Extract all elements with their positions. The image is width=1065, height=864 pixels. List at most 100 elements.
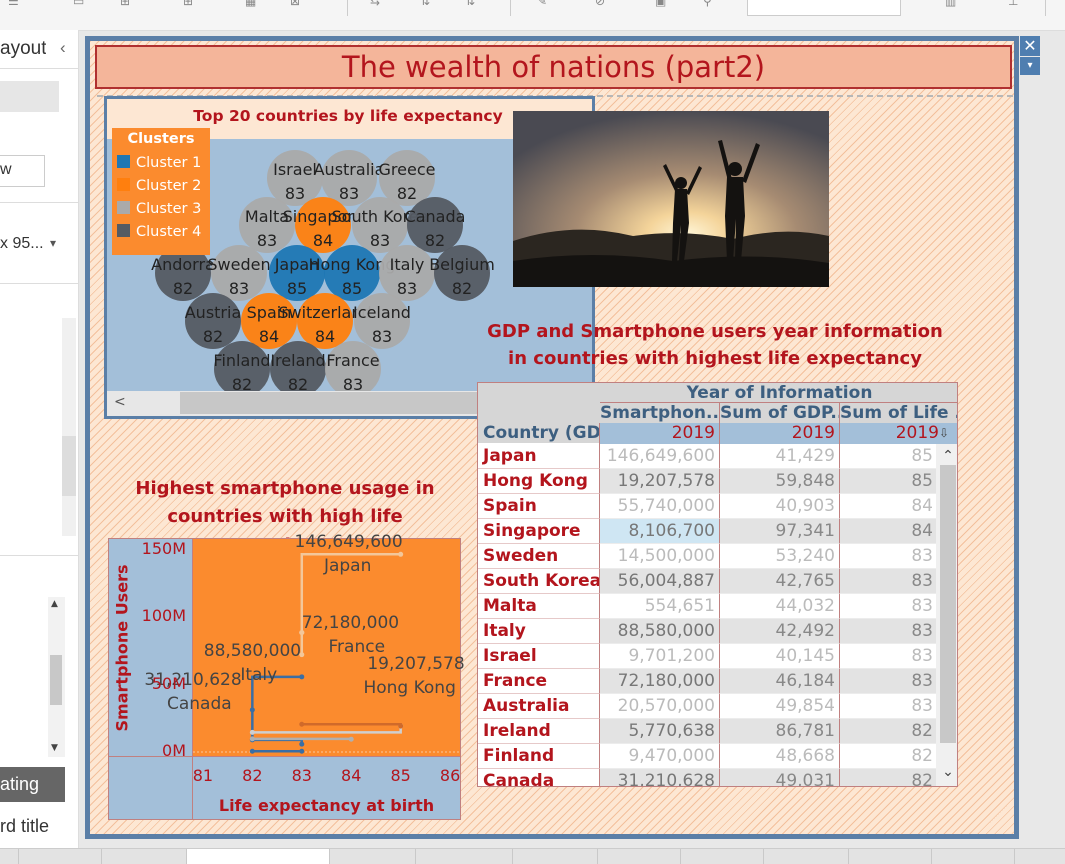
table-cell-smartphone[interactable]: 31,210,628 — [600, 769, 720, 787]
scroll-down-icon[interactable]: ⌄ — [940, 763, 956, 781]
save-icon[interactable]: ▭ — [73, 0, 84, 8]
more-options-icon[interactable]: ▾ — [1020, 57, 1040, 75]
swap-icon[interactable]: ⇆ — [370, 0, 380, 8]
row-header-country[interactable]: Country (GD.. — [478, 423, 600, 444]
table-row-country[interactable]: Israel — [478, 644, 600, 669]
scrollbar-thumb[interactable] — [180, 392, 480, 414]
table-row-country[interactable]: Italy — [478, 619, 600, 644]
table-cell-smartphone[interactable]: 56,004,887 — [600, 569, 720, 594]
layout-tab-label[interactable]: ayout — [0, 38, 46, 60]
column-header-smartphone[interactable]: Smartphon.. — [600, 403, 720, 423]
sheet-tab[interactable] — [598, 849, 681, 864]
table-cell-gdp[interactable]: 59,848 — [720, 469, 840, 494]
sort-desc-icon[interactable]: ⇅ — [465, 0, 475, 8]
table-cell-smartphone[interactable]: 20,570,000 — [600, 694, 720, 719]
table-row-country[interactable]: Canada — [478, 769, 600, 787]
table-row-country[interactable]: Ireland — [478, 719, 600, 744]
sheet-tab[interactable] — [416, 849, 513, 864]
table-cell-smartphone[interactable]: 146,649,600 — [600, 444, 720, 469]
new-datasource-icon[interactable]: ⊞ — [120, 0, 130, 8]
duplicate-icon[interactable]: ▦ — [245, 0, 256, 8]
device-preview-bar[interactable] — [0, 81, 59, 112]
table-cell-gdp[interactable]: 40,903 — [720, 494, 840, 519]
table-cell-gdp[interactable]: 86,781 — [720, 719, 840, 744]
menu-icon[interactable]: ☰ — [8, 0, 19, 8]
table-cell-gdp[interactable]: 41,429 — [720, 444, 840, 469]
column-header-life[interactable]: Sum of Life .. — [840, 403, 958, 423]
sort-icon[interactable]: ⇩ — [939, 424, 955, 442]
table-cell-smartphone[interactable]: 14,500,000 — [600, 544, 720, 569]
table-row-country[interactable]: Sweden — [478, 544, 600, 569]
table-cell-gdp[interactable]: 49,031 — [720, 769, 840, 787]
year-2019-smartphone[interactable]: 2019 — [600, 423, 720, 444]
objects-scrollbar[interactable]: ▲ ▼ — [48, 597, 65, 757]
legend-item-cluster-1[interactable]: Cluster 1 — [117, 155, 201, 173]
table-cell-smartphone[interactable]: 55,740,000 — [600, 494, 720, 519]
legend-item-cluster-3[interactable]: Cluster 3 — [117, 201, 201, 219]
scroll-up-icon[interactable]: ▲ — [51, 599, 58, 609]
scroll-down-icon[interactable]: ▼ — [51, 743, 58, 753]
scroll-left-icon[interactable]: < — [114, 394, 126, 410]
presentation-icon[interactable]: ⊥ — [1008, 0, 1018, 8]
pin-icon[interactable]: ⚲ — [703, 0, 712, 8]
sheet-tab-active[interactable] — [187, 849, 330, 864]
clear-sheet-icon[interactable]: ⊠ — [290, 0, 300, 8]
sheet-tab[interactable] — [764, 849, 849, 864]
sheet-tab[interactable] — [19, 849, 102, 864]
table-cell-gdp[interactable]: 97,341 — [720, 519, 840, 544]
scrollbar-thumb[interactable] — [62, 436, 76, 496]
table-cell-gdp[interactable]: 53,240 — [720, 544, 840, 569]
table-cell-gdp[interactable]: 44,032 — [720, 594, 840, 619]
year-2019-gdp[interactable]: 2019 — [720, 423, 840, 444]
show-cards-icon[interactable]: ▥ — [945, 0, 956, 8]
sheet-tab[interactable] — [0, 849, 19, 864]
table-cell-gdp[interactable]: 46,184 — [720, 669, 840, 694]
table-cell-smartphone[interactable]: 88,580,000 — [600, 619, 720, 644]
default-field[interactable]: w — [0, 155, 45, 187]
table-cell-smartphone[interactable]: 554,651 — [600, 594, 720, 619]
table-row-country[interactable]: Singapore — [478, 519, 600, 544]
table-cell-smartphone[interactable]: 8,106,700 — [600, 519, 720, 544]
table-row-country[interactable]: Japan — [478, 444, 600, 469]
sheet-tab[interactable] — [849, 849, 932, 864]
legend-item-cluster-4[interactable]: Cluster 4 — [117, 224, 201, 242]
scrollbar-thumb[interactable] — [50, 655, 62, 705]
table-cell-gdp[interactable]: 40,145 — [720, 644, 840, 669]
size-dropdown[interactable]: x 95... — [0, 235, 44, 253]
table-row-country[interactable]: Australia — [478, 694, 600, 719]
year-of-information-header[interactable]: Year of Information — [600, 383, 958, 403]
scrollbar[interactable] — [62, 318, 76, 536]
highlight-icon[interactable]: ✎ — [537, 0, 547, 8]
column-header-gdp[interactable]: Sum of GDP.. — [720, 403, 840, 423]
sheet-tab[interactable] — [681, 849, 764, 864]
close-icon[interactable]: ✕ — [1020, 36, 1040, 56]
table-cell-gdp[interactable]: 42,765 — [720, 569, 840, 594]
scroll-up-icon[interactable]: ⌃ — [940, 447, 956, 465]
table-row-country[interactable]: South Korea — [478, 569, 600, 594]
sheet-tab[interactable] — [513, 849, 598, 864]
sheet-tab[interactable] — [102, 849, 187, 864]
legend-item-cluster-2[interactable]: Cluster 2 — [117, 178, 201, 196]
floating-toggle[interactable]: ating — [0, 767, 65, 802]
table-row-country[interactable]: Finland — [478, 744, 600, 769]
table-cell-smartphone[interactable]: 19,207,578 — [600, 469, 720, 494]
labels-icon[interactable]: ▣ — [655, 0, 666, 8]
chevron-down-icon[interactable]: ▾ — [50, 236, 56, 250]
table-scrollbar-thumb[interactable] — [940, 465, 956, 743]
table-cell-smartphone[interactable]: 72,180,000 — [600, 669, 720, 694]
table-cell-smartphone[interactable]: 5,770,638 — [600, 719, 720, 744]
collapse-pane-icon[interactable]: ‹ — [60, 38, 66, 58]
table-row-country[interactable]: Hong Kong — [478, 469, 600, 494]
table-cell-gdp[interactable]: 42,492 — [720, 619, 840, 644]
